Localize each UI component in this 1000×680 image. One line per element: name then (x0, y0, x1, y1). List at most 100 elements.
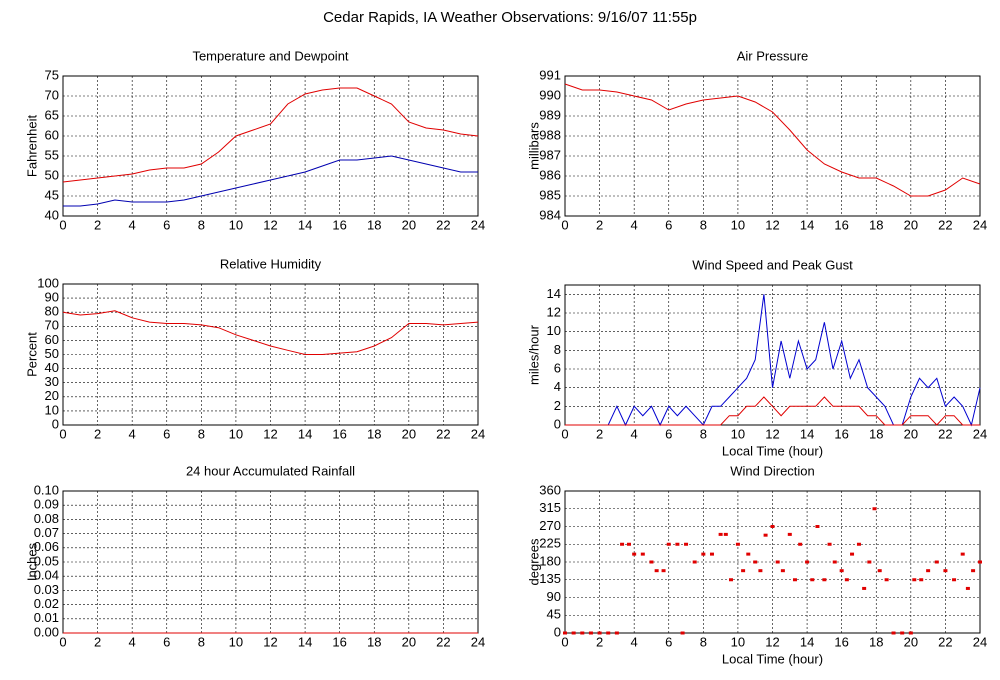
y-tick-label: 0 (554, 624, 561, 639)
data-point (753, 560, 758, 564)
x-tick-label: 8 (700, 426, 707, 441)
x-tick-label: 22 (938, 426, 952, 441)
data-line (564, 83, 981, 197)
data-point (692, 560, 697, 564)
data-point (780, 569, 785, 573)
data-point (867, 560, 872, 564)
chart-panel: Relative HumidityPercent0102030405060708… (24, 256, 485, 441)
y-tick-label: 14 (547, 286, 561, 301)
data-line (565, 396, 980, 426)
x-tick-label: 10 (731, 426, 745, 441)
chart-panel: Wind Speed and Peak Gust miles/hour Local … (526, 257, 987, 458)
x-tick-label: 0 (59, 217, 66, 232)
data-point (805, 560, 810, 564)
data-point (822, 578, 827, 582)
y-axis-label: millibars (526, 122, 541, 170)
chart-title: 24 hour Accumulated Rainfall (186, 463, 355, 478)
x-tick-label: 2 (94, 634, 101, 649)
x-tick-label: 18 (869, 217, 883, 232)
y-tick-label: 12 (547, 304, 561, 319)
data-point (934, 560, 939, 564)
x-tick-label: 0 (561, 634, 568, 649)
data-line (63, 155, 478, 207)
data-point (971, 569, 976, 573)
x-tick-label: 16 (834, 634, 848, 649)
x-tick-label: 20 (904, 426, 918, 441)
y-tick-label: 0.03 (34, 582, 59, 597)
x-axis-label: Local Time (hour) (722, 651, 823, 666)
x-tick-label: 12 (765, 217, 779, 232)
y-tick-label: 0.05 (34, 553, 59, 568)
x-tick-label: 20 (402, 426, 416, 441)
x-tick-label: 10 (229, 217, 243, 232)
y-tick-label: 45 (547, 607, 561, 622)
y-axis-label: miles/hour (526, 324, 541, 385)
x-tick-label: 20 (402, 634, 416, 649)
x-tick-label: 18 (869, 634, 883, 649)
data-point (684, 542, 689, 546)
y-tick-label: 2 (554, 398, 561, 413)
data-point (746, 552, 751, 556)
y-tick-label: 360 (539, 482, 561, 497)
data-point (965, 586, 970, 590)
x-tick-label: 10 (731, 217, 745, 232)
y-tick-label: 20 (45, 388, 59, 403)
data-point (675, 542, 680, 546)
y-tick-label: 315 (539, 500, 561, 515)
data-point (798, 542, 803, 546)
y-tick-label: 90 (45, 290, 59, 305)
x-tick-label: 24 (471, 217, 485, 232)
data-point (770, 525, 775, 528)
y-tick-label: 6 (554, 360, 561, 375)
x-tick-label: 14 (800, 634, 814, 649)
y-tick-label: 10 (45, 402, 59, 417)
y-axis-label: degrees (526, 538, 541, 585)
x-tick-label: 0 (59, 426, 66, 441)
x-tick-label: 24 (471, 634, 485, 649)
x-tick-label: 2 (596, 426, 603, 441)
x-tick-label: 24 (973, 634, 987, 649)
y-tick-label: 45 (45, 187, 59, 202)
y-axis-label: Percent (24, 332, 39, 377)
data-point (654, 569, 659, 573)
y-tick-label: 60 (45, 332, 59, 347)
data-point (877, 569, 882, 573)
y-tick-label: 4 (554, 379, 561, 394)
y-tick-label: 80 (45, 304, 59, 319)
x-tick-label: 22 (938, 217, 952, 232)
x-tick-label: 22 (436, 426, 450, 441)
x-tick-label: 8 (198, 217, 205, 232)
x-tick-label: 4 (631, 217, 638, 232)
x-tick-label: 4 (631, 426, 638, 441)
x-tick-label: 24 (973, 426, 987, 441)
x-tick-label: 4 (129, 217, 136, 232)
x-tick-label: 20 (402, 217, 416, 232)
y-tick-label: 8 (554, 342, 561, 357)
data-point (626, 542, 631, 546)
x-tick-label: 4 (129, 426, 136, 441)
plot-frame (564, 75, 981, 217)
data-point (960, 552, 965, 556)
x-tick-label: 14 (298, 217, 312, 232)
y-tick-label: 0.06 (34, 539, 59, 554)
data-point (832, 560, 837, 564)
page-title: Cedar Rapids, IA Weather Observations: 9… (323, 9, 697, 26)
data-point (758, 569, 763, 573)
y-tick-label: 986 (539, 167, 561, 182)
data-point (926, 569, 931, 573)
x-tick-label: 18 (869, 426, 883, 441)
chart-title: Air Pressure (737, 48, 809, 63)
y-tick-label: 990 (539, 87, 561, 102)
data-point (614, 631, 619, 635)
y-axis-label: Fahrenheit (24, 115, 39, 178)
y-tick-label: 985 (539, 187, 561, 202)
chart-panel: Temperature and DewpointFahrenheit404550… (24, 48, 485, 232)
x-tick-label: 22 (436, 634, 450, 649)
data-point (723, 532, 728, 536)
x-tick-label: 6 (163, 426, 170, 441)
x-tick-label: 12 (765, 634, 779, 649)
plot-frame (62, 75, 479, 217)
y-tick-label: 988 (539, 127, 561, 142)
data-point (729, 578, 733, 582)
x-axis-label: Local Time (hour) (722, 443, 823, 458)
